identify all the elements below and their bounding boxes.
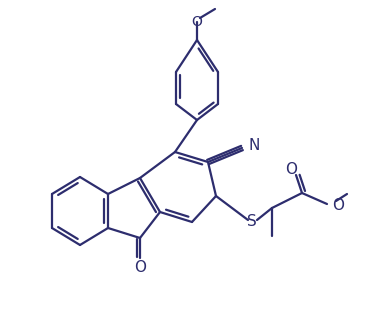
Text: O: O (134, 261, 146, 276)
Text: N: N (248, 138, 260, 154)
Text: O: O (332, 197, 344, 212)
Text: O: O (192, 15, 203, 29)
Text: O: O (285, 163, 297, 178)
Text: S: S (247, 215, 257, 230)
